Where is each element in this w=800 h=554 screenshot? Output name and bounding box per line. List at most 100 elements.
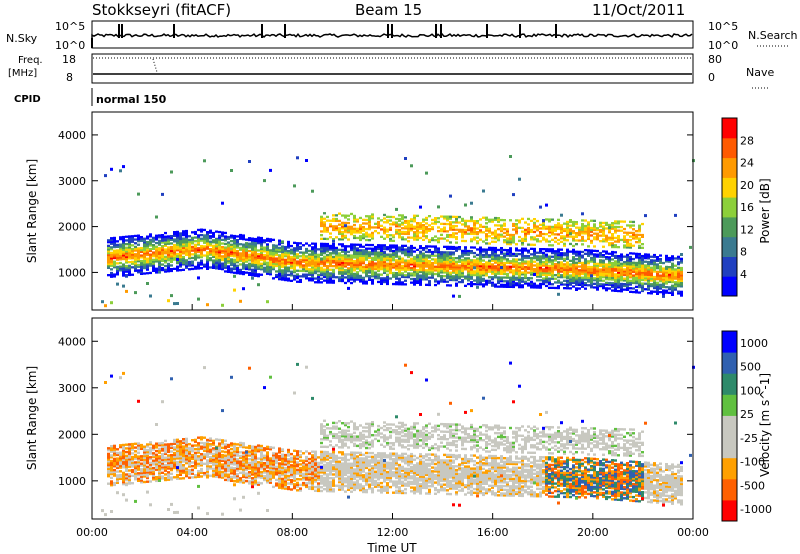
power-cell [464,221,467,224]
velocity-cell [113,452,116,455]
power-cell [356,247,359,250]
power-cell [614,267,617,270]
power-cell [632,287,635,290]
power-cell [665,278,668,281]
power-cell [344,250,347,253]
velocity-cell [170,442,173,446]
power-cell [386,219,389,222]
velocity-cell [179,456,182,460]
power-cell [617,277,620,280]
power-cell [446,284,449,287]
velocity-cell [128,478,131,481]
velocity-cell [110,471,113,474]
power-cell [188,247,191,251]
power-cell [263,270,266,273]
power-cell [284,258,287,261]
power-cell [488,265,491,268]
power-cell [527,217,530,221]
power-cell [641,284,644,287]
power-cell [170,253,173,256]
power-cell [254,269,257,272]
power-cell [497,272,500,275]
power-cell [521,260,524,263]
power-cell [617,267,620,271]
power-cell [293,252,296,255]
power-cell [512,233,515,237]
power-cell [296,264,299,267]
velocity-cell [134,453,137,457]
power-cell [377,275,380,278]
power-cell [638,285,641,289]
power-cell [269,251,272,254]
power-cell [131,255,134,258]
power-cell [164,237,167,240]
power-cell [323,226,326,229]
power-cell [227,250,230,253]
power-cell [170,251,173,254]
velocity-cell [140,471,143,475]
power-cell [407,227,410,230]
velocity-cell [170,463,173,466]
power-cell [515,269,518,272]
power-cell [611,250,614,254]
power-cell [572,281,575,284]
power-cell [365,251,368,254]
power-cell [656,289,659,292]
power-cell [374,277,377,280]
power-cell [626,286,629,290]
power-cell [359,274,362,278]
power-cell [584,271,587,274]
velocity-cell [119,444,122,447]
power-cell [545,270,548,273]
power-cell [224,246,227,249]
velocity-cell [137,477,140,481]
power-cell [404,238,407,241]
power-cell [161,263,164,266]
power-cell [626,283,629,286]
velocity-cell [158,477,161,480]
power-cell [641,273,644,276]
power-cell [434,260,437,263]
power-cell [422,227,425,230]
velocity-cell [158,455,161,458]
power-cell [335,219,338,222]
power-cell [605,276,608,279]
velocity-cell [149,467,152,470]
velocity-cell [221,441,224,444]
power-cell [515,252,518,256]
power-cell [422,274,425,277]
power-cell [332,239,335,243]
power-cell [239,255,242,259]
power-cell [428,245,431,248]
power-cell [113,242,116,245]
power-cell [347,276,350,279]
power-cell [377,245,380,249]
power-cell [641,222,644,226]
power-cell [590,265,593,269]
power-cell [206,232,209,236]
velocity-cell [188,470,191,474]
power-cell [473,264,476,267]
velocity-cell [149,472,152,476]
power-cell [449,256,452,260]
power-cell [113,264,116,267]
velocity-cell [230,457,233,460]
power-cell [146,237,149,240]
power-cell [266,243,269,246]
velocity-cell [128,474,131,478]
power-cell [419,257,422,261]
velocity-cell [122,453,125,456]
power-cell [236,242,239,245]
power-cell [152,245,155,249]
power-cell [662,267,665,270]
power-cell [188,253,191,256]
velocity-cell [188,469,191,472]
power-cell [365,231,368,234]
power-cell [623,270,626,273]
power-cell [347,245,350,248]
velocity-cell [230,472,233,475]
power-cell [197,243,200,246]
power-cell [374,230,377,233]
velocity-cell [155,455,158,458]
power-cell [224,251,227,255]
